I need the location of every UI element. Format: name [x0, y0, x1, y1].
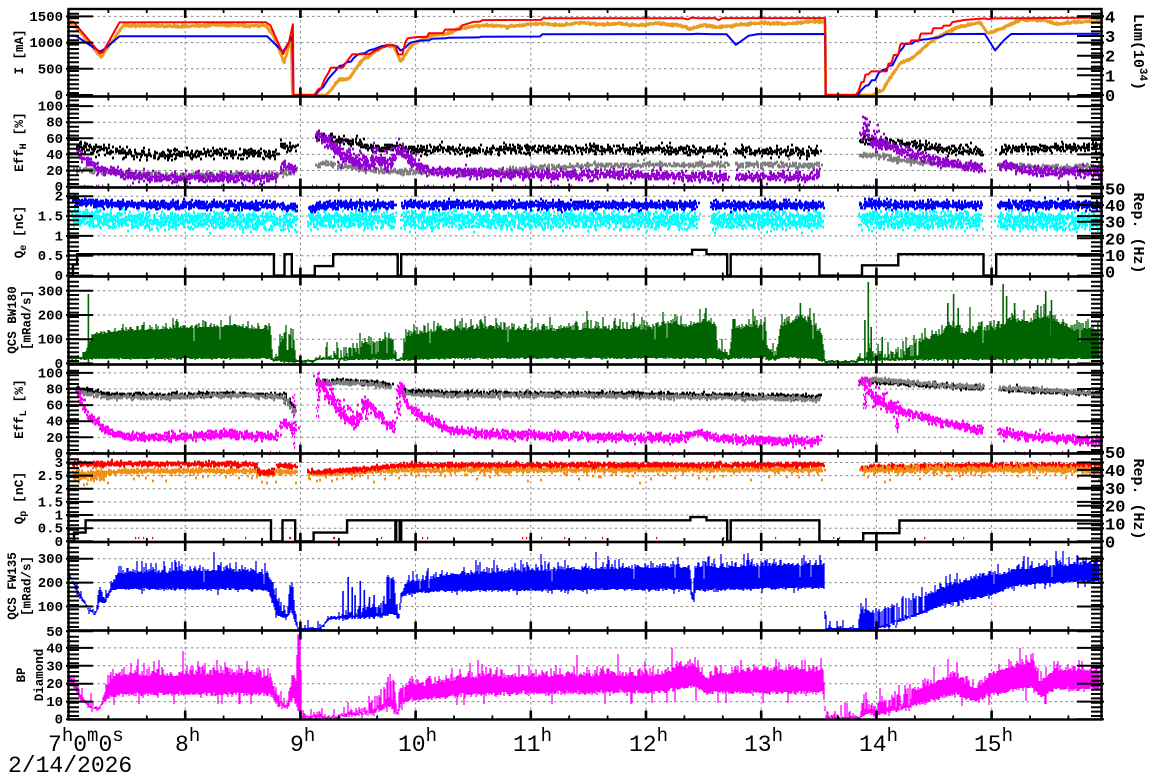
svg-text:BP: BP	[15, 667, 29, 682]
svg-text:20: 20	[46, 164, 63, 180]
svg-text:60: 60	[46, 132, 63, 148]
svg-text:0: 0	[55, 269, 63, 285]
svg-text:500: 500	[38, 62, 63, 78]
svg-text:0: 0	[1105, 265, 1115, 284]
svg-text:0: 0	[55, 447, 63, 463]
svg-text:0: 0	[55, 180, 63, 196]
svg-text:10: 10	[1105, 248, 1125, 267]
svg-text:200: 200	[38, 309, 63, 325]
svg-text:4: 4	[1105, 9, 1115, 28]
svg-text:QCS BW180: QCS BW180	[6, 286, 20, 354]
svg-text:Rep. (Hz): Rep. (Hz)	[1129, 192, 1146, 273]
svg-text:EffL [%]: EffL [%]	[12, 379, 30, 439]
svg-text:30: 30	[1105, 215, 1125, 234]
svg-text:0: 0	[55, 89, 63, 105]
svg-text:20: 20	[46, 431, 63, 447]
svg-text:100: 100	[38, 100, 63, 116]
svg-text:2/14/2026: 2/14/2026	[8, 753, 132, 779]
svg-text:2.5: 2.5	[38, 469, 63, 485]
svg-text:50: 50	[1105, 182, 1125, 201]
svg-text:3: 3	[1105, 29, 1115, 48]
svg-text:I [mA]: I [mA]	[13, 29, 27, 74]
svg-text:1: 1	[1105, 68, 1115, 87]
svg-text:10: 10	[46, 695, 63, 711]
svg-text:40: 40	[46, 641, 63, 657]
svg-text:40: 40	[46, 415, 63, 431]
svg-text:300: 300	[38, 284, 63, 300]
svg-text:2: 2	[1105, 49, 1115, 68]
svg-text:0: 0	[1105, 535, 1115, 554]
svg-text:Diamond: Diamond	[33, 649, 47, 702]
svg-text:Rep. (Hz): Rep. (Hz)	[1129, 458, 1146, 539]
svg-text:40: 40	[1105, 463, 1125, 482]
svg-text:QCS FW135: QCS FW135	[6, 552, 20, 620]
svg-text:0.5: 0.5	[38, 522, 63, 538]
svg-text:300: 300	[38, 552, 63, 568]
svg-text:1: 1	[55, 509, 63, 525]
svg-text:1.5: 1.5	[38, 210, 63, 226]
svg-text:100: 100	[38, 333, 63, 349]
svg-text:0.5: 0.5	[38, 249, 63, 265]
svg-text:100: 100	[38, 366, 63, 382]
svg-text:EffH [%]: EffH [%]	[12, 112, 30, 172]
svg-text:1.5: 1.5	[38, 495, 63, 511]
svg-text:80: 80	[46, 383, 63, 399]
svg-text:Qe [nC]: Qe [nC]	[12, 206, 30, 259]
svg-text:0: 0	[1105, 88, 1115, 107]
svg-text:200: 200	[38, 576, 63, 592]
svg-text:100: 100	[38, 600, 63, 616]
svg-text:60: 60	[46, 399, 63, 415]
svg-text:[mRad/s]: [mRad/s]	[21, 556, 35, 616]
svg-text:40: 40	[1105, 198, 1125, 217]
svg-text:10: 10	[1105, 517, 1125, 536]
svg-text:50: 50	[1105, 445, 1125, 464]
svg-text:2: 2	[55, 190, 63, 206]
svg-text:2: 2	[55, 482, 63, 498]
svg-text:40: 40	[46, 148, 63, 164]
svg-text:20: 20	[46, 677, 63, 693]
svg-text:30: 30	[46, 659, 63, 675]
svg-text:50: 50	[46, 625, 63, 641]
svg-text:[mRad/s]: [mRad/s]	[21, 290, 35, 350]
svg-text:80: 80	[46, 116, 63, 132]
svg-text:20: 20	[1105, 499, 1125, 518]
svg-text:1000: 1000	[29, 36, 63, 52]
svg-text:Qp [nC]: Qp [nC]	[12, 472, 30, 525]
svg-text:0: 0	[55, 713, 63, 729]
svg-text:1: 1	[55, 229, 63, 245]
svg-text:3: 3	[55, 456, 63, 472]
svg-text:1500: 1500	[29, 10, 63, 26]
svg-text:0: 0	[55, 535, 63, 551]
svg-text:20: 20	[1105, 231, 1125, 250]
svg-text:30: 30	[1105, 481, 1125, 500]
svg-text:0: 0	[55, 357, 63, 373]
